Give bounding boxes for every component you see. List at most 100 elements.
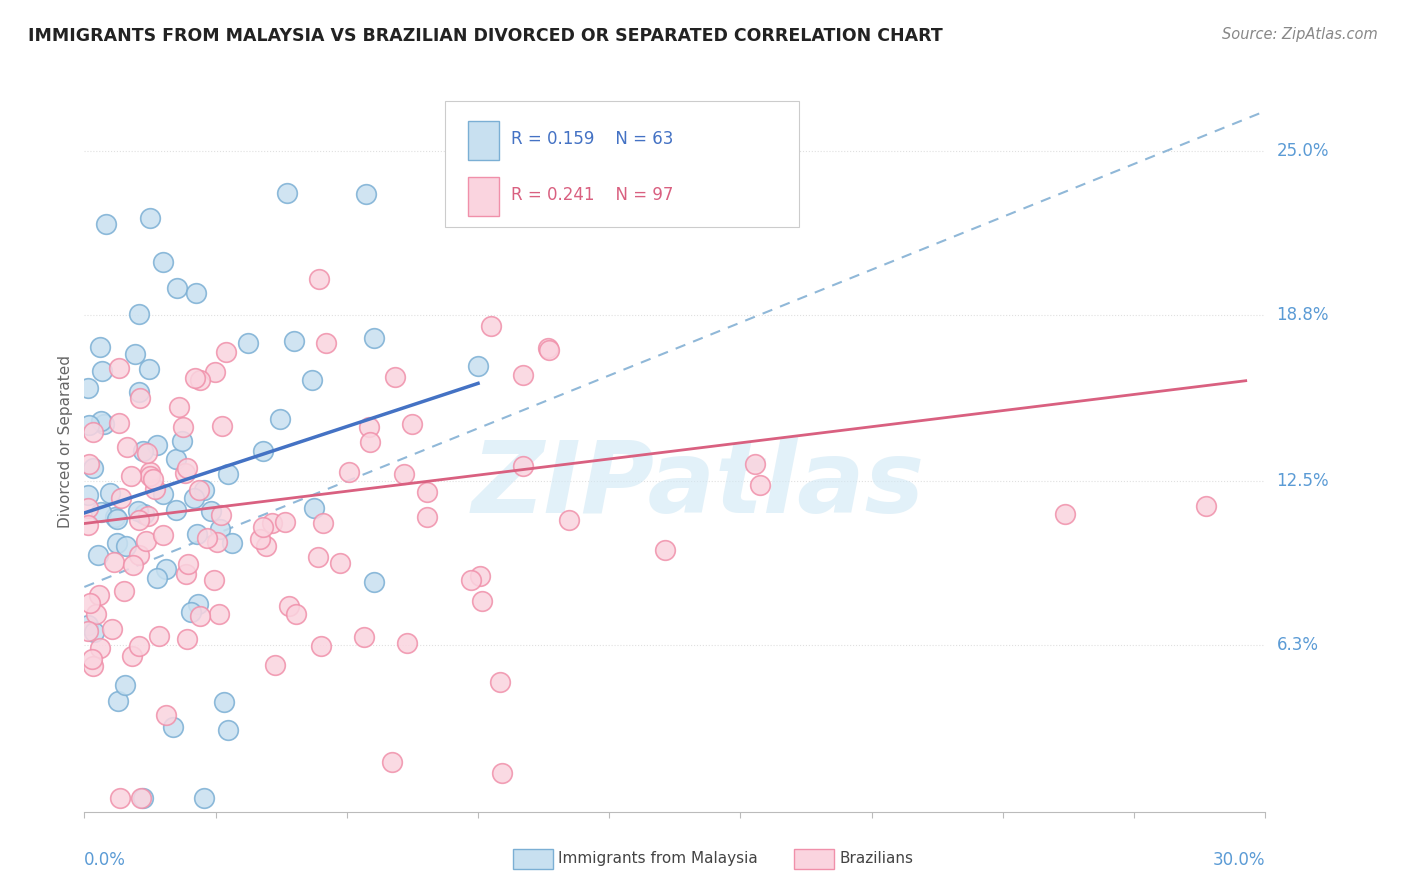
Point <box>77 417 100 432</box>
Point <box>468 569 491 583</box>
Point <box>122 558 145 573</box>
Point <box>103 555 125 569</box>
Point <box>174 567 197 582</box>
Point <box>188 483 211 497</box>
Text: ZIPatlas: ZIPatlas <box>472 437 925 534</box>
Point <box>77 618 100 632</box>
Point <box>204 365 226 379</box>
Point <box>381 755 404 769</box>
Point <box>208 523 231 537</box>
Point <box>172 434 194 449</box>
Point <box>538 343 561 357</box>
Point <box>479 318 502 333</box>
Point <box>180 605 202 619</box>
Point <box>82 461 104 475</box>
Point <box>489 675 512 690</box>
Point <box>188 373 211 387</box>
Point <box>90 414 112 428</box>
Point <box>363 331 385 345</box>
Point <box>384 370 406 384</box>
Point <box>269 411 291 425</box>
Point <box>312 516 335 530</box>
Point <box>77 517 100 532</box>
Point <box>276 186 298 200</box>
Point <box>274 515 297 529</box>
Point <box>392 467 415 481</box>
Point <box>139 469 162 483</box>
Point <box>138 362 160 376</box>
Point <box>221 536 243 550</box>
Point <box>467 359 489 373</box>
Point <box>136 508 159 523</box>
Point <box>143 482 166 496</box>
Point <box>284 607 307 621</box>
Text: Source: ZipAtlas.com: Source: ZipAtlas.com <box>1222 27 1378 42</box>
Point <box>112 584 135 599</box>
Point <box>165 451 187 466</box>
Point <box>93 417 115 432</box>
Point <box>252 443 274 458</box>
Point <box>415 485 437 500</box>
Point <box>193 791 215 805</box>
Point <box>277 599 299 613</box>
Point <box>212 695 235 709</box>
Point <box>77 500 100 515</box>
Point <box>177 557 200 571</box>
Point <box>308 272 330 286</box>
Point <box>114 677 136 691</box>
Point <box>135 446 157 460</box>
Point <box>107 694 129 708</box>
Text: R = 0.241    N = 97: R = 0.241 N = 97 <box>510 186 673 204</box>
Text: Brazilians: Brazilians <box>839 852 914 866</box>
Point <box>353 630 375 644</box>
Point <box>121 648 143 663</box>
Point <box>89 641 111 656</box>
Point <box>211 418 233 433</box>
Point <box>172 419 194 434</box>
Point <box>108 791 131 805</box>
Point <box>187 597 209 611</box>
Point <box>176 460 198 475</box>
Point <box>115 539 138 553</box>
Point <box>105 535 128 549</box>
Point <box>654 543 676 558</box>
Point <box>512 368 534 383</box>
Point <box>329 556 352 570</box>
Point <box>359 435 381 450</box>
Point <box>215 345 238 359</box>
Point <box>131 791 153 805</box>
Point <box>84 607 107 622</box>
Point <box>202 574 225 588</box>
Point <box>1195 500 1218 514</box>
Point <box>134 507 156 521</box>
Point <box>309 639 332 653</box>
Point <box>139 211 162 225</box>
FancyBboxPatch shape <box>468 121 499 161</box>
Point <box>193 483 215 497</box>
Text: Immigrants from Malaysia: Immigrants from Malaysia <box>558 852 758 866</box>
Text: R = 0.159    N = 63: R = 0.159 N = 63 <box>510 130 673 148</box>
Point <box>162 720 184 734</box>
Point <box>94 217 117 231</box>
Point <box>128 548 150 562</box>
Point <box>748 478 770 492</box>
Point <box>132 443 155 458</box>
Point <box>120 469 142 483</box>
Point <box>396 636 419 650</box>
Point <box>129 392 152 406</box>
Point <box>146 438 169 452</box>
Point <box>108 361 131 376</box>
Point <box>315 335 337 350</box>
Point <box>354 187 377 202</box>
Point <box>537 341 560 355</box>
Point <box>512 459 534 474</box>
Point <box>79 596 101 610</box>
Point <box>184 286 207 301</box>
Point <box>77 624 100 639</box>
Point <box>460 573 482 587</box>
Point <box>128 513 150 527</box>
Point <box>115 440 138 454</box>
Point <box>211 508 233 522</box>
Point <box>152 487 174 501</box>
Point <box>135 534 157 549</box>
